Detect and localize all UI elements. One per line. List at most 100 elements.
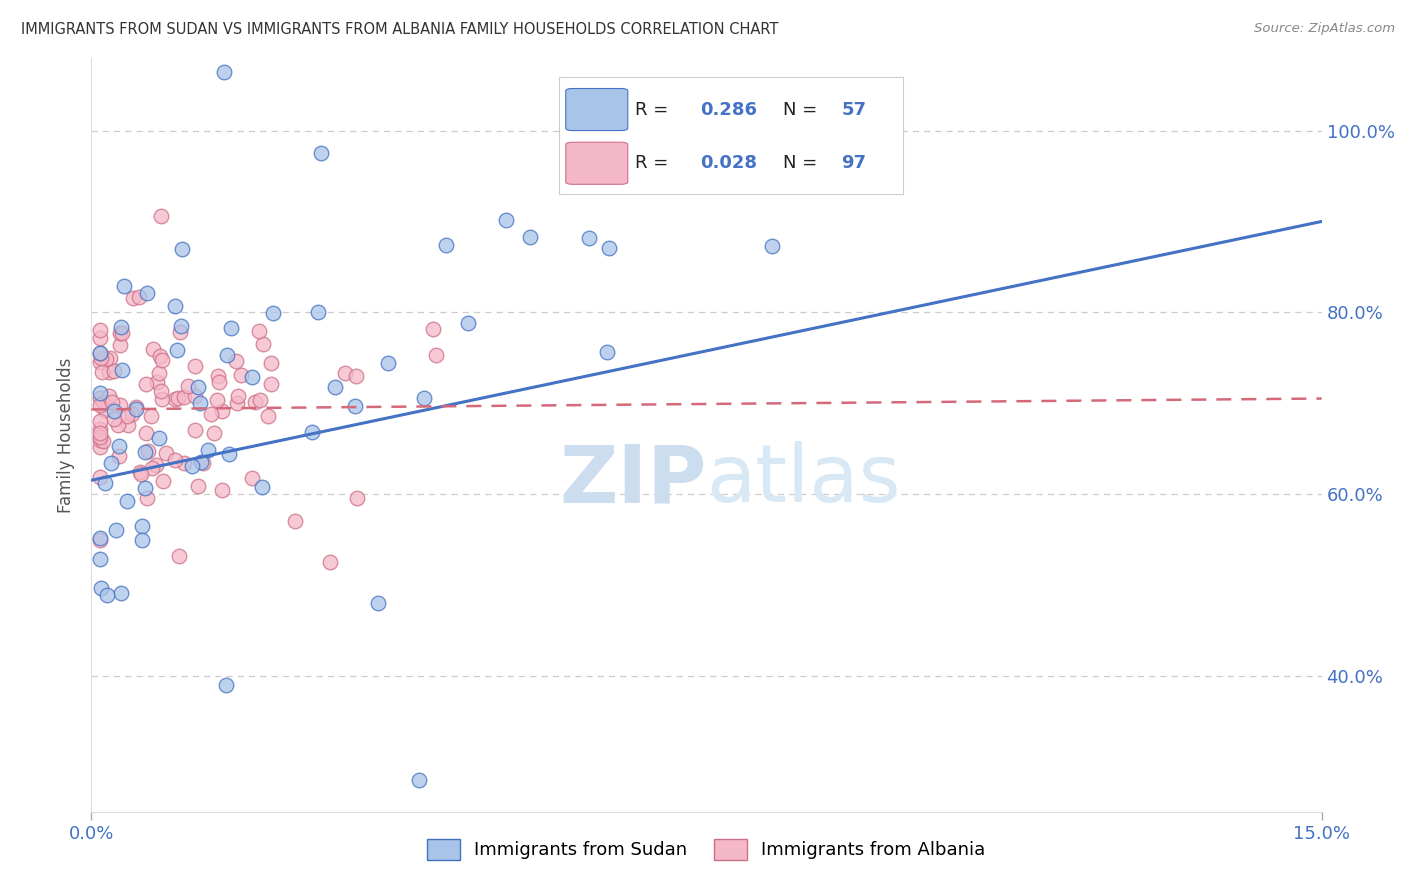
Point	[128, 290, 150, 304]
Point	[107, 418, 129, 433]
Point	[212, 64, 235, 78]
Point	[596, 344, 619, 359]
Point	[247, 324, 270, 338]
Point	[131, 533, 153, 547]
Point	[173, 456, 195, 470]
Point	[89, 440, 111, 454]
Point	[211, 483, 233, 497]
Point	[110, 585, 132, 599]
Point	[218, 447, 240, 461]
Point	[136, 444, 159, 458]
Point	[89, 398, 111, 412]
Point	[173, 390, 195, 404]
Point	[129, 467, 152, 482]
Point	[146, 375, 169, 389]
Point	[124, 402, 146, 417]
Point	[184, 359, 207, 374]
Point	[135, 286, 157, 301]
Text: ZIP: ZIP	[560, 441, 706, 519]
Point	[134, 481, 156, 495]
Point	[188, 396, 211, 410]
Point	[103, 412, 125, 426]
Point	[89, 345, 111, 359]
Point	[121, 291, 143, 305]
Point	[131, 518, 153, 533]
Point	[249, 392, 271, 407]
Point	[89, 346, 111, 360]
Point	[89, 433, 111, 447]
Point	[177, 379, 200, 393]
Point	[226, 389, 249, 403]
Point	[89, 331, 111, 345]
Point	[89, 531, 111, 545]
Point	[111, 326, 134, 340]
Point	[110, 363, 132, 377]
Point	[105, 523, 128, 537]
Point	[215, 678, 238, 692]
Text: atlas: atlas	[706, 441, 901, 519]
Point	[136, 491, 159, 505]
Point	[187, 479, 209, 493]
Point	[344, 369, 367, 384]
Point	[250, 480, 273, 494]
Point	[184, 423, 207, 437]
Point	[142, 343, 165, 357]
Point	[197, 443, 219, 458]
Point	[139, 409, 162, 424]
Point	[495, 212, 517, 227]
Point	[309, 146, 332, 161]
Point	[121, 407, 143, 421]
Point	[166, 343, 188, 358]
Point	[207, 392, 229, 407]
Point	[108, 338, 131, 352]
Point	[149, 209, 172, 223]
Point	[408, 772, 430, 787]
Point	[346, 491, 368, 505]
Point	[163, 392, 186, 406]
Point	[163, 299, 186, 313]
Point	[152, 474, 174, 488]
Point	[94, 476, 117, 491]
Point	[200, 407, 222, 421]
Point	[89, 414, 111, 428]
Point	[89, 469, 111, 483]
Point	[367, 596, 389, 610]
Point	[91, 434, 114, 449]
Text: Source: ZipAtlas.com: Source: ZipAtlas.com	[1254, 22, 1395, 36]
Point	[89, 533, 111, 547]
Point	[257, 409, 280, 423]
Point	[165, 453, 187, 467]
Point	[89, 425, 111, 440]
Point	[425, 348, 447, 362]
Point	[98, 351, 121, 366]
Point	[96, 588, 118, 602]
Point	[90, 581, 112, 595]
Point	[103, 403, 125, 417]
Point	[260, 356, 283, 370]
Point	[100, 456, 122, 470]
Point	[94, 352, 117, 367]
Point	[183, 389, 205, 403]
Point	[141, 460, 163, 475]
Point	[240, 369, 263, 384]
Point	[598, 241, 620, 255]
Point	[94, 402, 117, 417]
Point	[108, 439, 131, 453]
Point	[578, 231, 600, 245]
Point	[135, 377, 157, 392]
Point	[219, 321, 242, 335]
Point	[284, 515, 307, 529]
Point	[191, 456, 214, 470]
Point	[344, 399, 367, 413]
Point	[240, 471, 263, 485]
Point	[323, 380, 346, 394]
Point	[225, 354, 247, 368]
Point	[93, 396, 115, 410]
Point	[422, 322, 444, 336]
Y-axis label: Family Households: Family Households	[58, 357, 76, 513]
Point	[125, 401, 148, 415]
Point	[262, 306, 284, 320]
Point	[149, 349, 172, 363]
Point	[117, 418, 139, 433]
Point	[148, 366, 170, 380]
